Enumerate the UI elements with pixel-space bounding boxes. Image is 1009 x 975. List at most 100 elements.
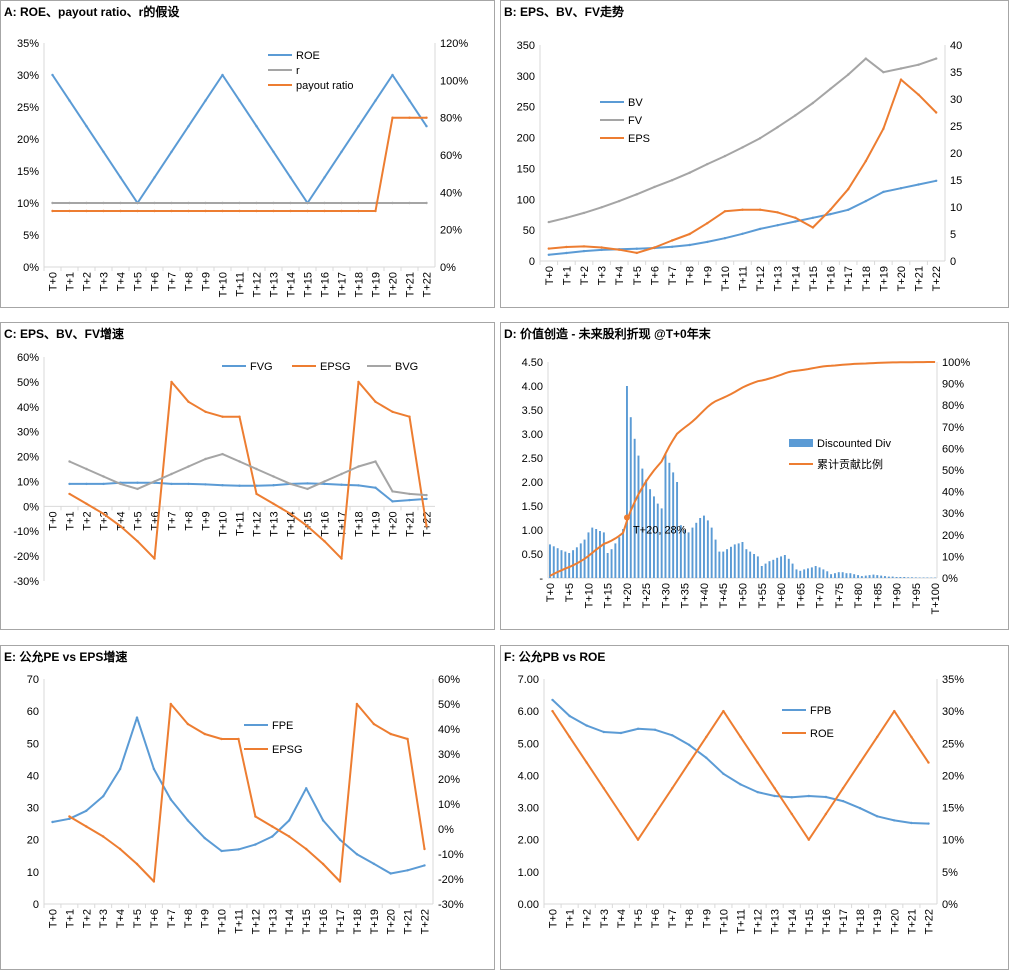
- data-point: [425, 117, 427, 119]
- data-point: [272, 484, 274, 486]
- data-point: [153, 768, 155, 770]
- y-right-tick-label: 50%: [942, 465, 964, 477]
- x-tick-label: T+8: [184, 511, 196, 530]
- data-point: [423, 864, 425, 866]
- x-tick-label: T+65: [795, 583, 807, 608]
- data-point: [340, 202, 342, 204]
- y-right-tick-label: 5: [950, 229, 956, 241]
- x-tick-label: T+5: [632, 266, 644, 285]
- data-point: [322, 819, 324, 821]
- y-right-tick-label: 40%: [438, 724, 460, 736]
- x-tick-label: T+13: [770, 909, 782, 934]
- x-tick-label: T+14: [787, 909, 799, 934]
- data-point: [102, 475, 104, 477]
- y-right-tick-label: 60%: [440, 150, 462, 162]
- y-right-tick-label: 40%: [942, 487, 964, 499]
- x-tick-label: T+22: [422, 511, 434, 536]
- x-tick-label: T+17: [337, 511, 349, 536]
- data-point: [425, 125, 427, 127]
- data-point: [204, 202, 206, 204]
- data-point: [774, 787, 776, 789]
- data-point: [653, 186, 655, 188]
- data-point: [548, 254, 550, 256]
- x-tick-label: T+6: [649, 266, 661, 285]
- data-point: [671, 734, 673, 736]
- y-left-tick-label: 1.00: [518, 867, 539, 879]
- x-tick-label: T+7: [667, 266, 679, 285]
- x-tick-label: T+9: [701, 909, 713, 928]
- data-point: [425, 202, 427, 204]
- y-left-tick-label: 2.00: [522, 477, 543, 489]
- data-point: [671, 787, 673, 789]
- data-point: [272, 210, 274, 212]
- y-right-tick-label: 30%: [942, 508, 964, 520]
- data-point: [408, 99, 410, 101]
- x-tick-label: T+13: [269, 272, 281, 297]
- x-tick-label: T+18: [354, 272, 366, 297]
- y-left-tick-label: 30: [27, 803, 39, 815]
- data-point: [847, 73, 849, 75]
- x-tick-label: T+45: [718, 583, 730, 608]
- data-point: [339, 839, 341, 841]
- data-point: [51, 202, 53, 204]
- discounted-div-bar: [815, 566, 817, 578]
- x-tick-label: T+4: [616, 909, 628, 928]
- y-left-tick-label: 0.00: [518, 899, 539, 911]
- discounted-div-bar: [857, 575, 859, 578]
- x-tick-label: T+17: [838, 909, 850, 934]
- y-left-tick-label: 3.50: [522, 405, 543, 417]
- discounted-div-bar: [757, 556, 759, 578]
- data-point: [136, 488, 138, 490]
- data-point: [794, 114, 796, 116]
- y-left-tick-label: 0%: [23, 501, 39, 513]
- data-point: [917, 94, 919, 96]
- data-point: [255, 210, 257, 212]
- data-point: [323, 176, 325, 178]
- y-right-tick-label: 0: [950, 256, 956, 268]
- data-point: [791, 813, 793, 815]
- discounted-div-bar: [684, 530, 686, 578]
- data-point: [170, 210, 172, 212]
- x-tick-label: T+21: [405, 511, 417, 536]
- data-point: [68, 460, 70, 462]
- data-point: [637, 728, 639, 730]
- data-point: [408, 117, 410, 119]
- x-tick-label: T+5: [633, 909, 645, 928]
- data-point: [136, 482, 138, 484]
- x-tick-label: T+0: [548, 909, 560, 928]
- x-tick-label: T+21: [405, 272, 417, 297]
- data-point: [724, 237, 726, 239]
- y-right-tick-label: 70%: [942, 422, 964, 434]
- x-tick-label: T+9: [201, 511, 213, 530]
- data-point: [374, 210, 376, 212]
- x-tick-label: T+16: [821, 909, 833, 934]
- data-point: [306, 482, 308, 484]
- y-left-tick-label: 2.50: [522, 453, 543, 465]
- x-tick-label: T+5: [133, 511, 145, 530]
- data-point: [741, 146, 743, 148]
- data-point: [238, 210, 240, 212]
- discounted-div-bar: [738, 543, 740, 578]
- discounted-div-bar: [876, 575, 878, 578]
- data-point: [825, 813, 827, 815]
- y-right-tick-label: 0%: [440, 262, 456, 274]
- data-point: [68, 210, 70, 212]
- y-right-tick-label: 100%: [440, 75, 468, 87]
- data-point: [119, 525, 121, 527]
- discounted-div-bar: [557, 548, 559, 578]
- discounted-div-bar: [761, 566, 763, 578]
- data-point: [373, 863, 375, 865]
- discounted-div-bar: [842, 572, 844, 578]
- y-left-tick-label: 5%: [23, 230, 39, 242]
- x-tick-label: T+7: [167, 511, 179, 530]
- discounted-div-bar: [923, 578, 925, 579]
- data-point: [774, 795, 776, 797]
- data-point: [170, 381, 172, 383]
- y-left-tick-label: 40%: [17, 402, 39, 414]
- discounted-div-bar: [695, 523, 697, 578]
- discounted-div-bar: [919, 578, 921, 579]
- data-point: [323, 483, 325, 485]
- x-tick-label: T+19: [369, 909, 381, 934]
